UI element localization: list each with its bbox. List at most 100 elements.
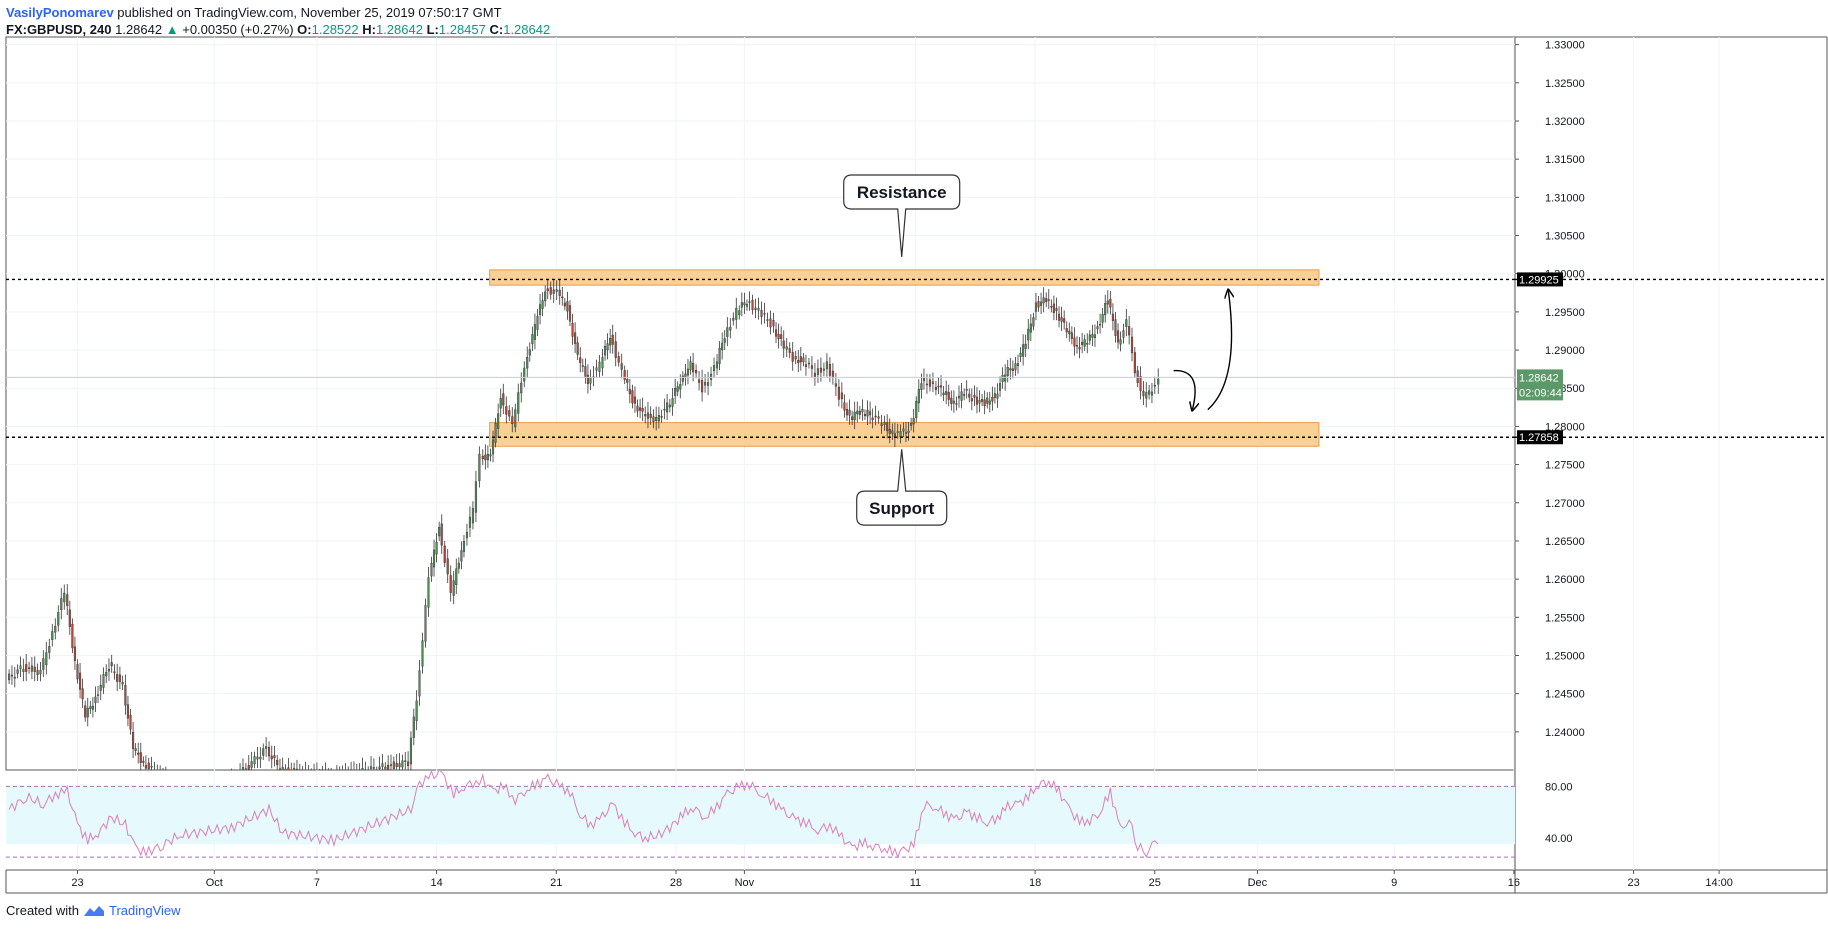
candle-body (626, 379, 629, 383)
candle-body (273, 755, 276, 759)
candle-body (427, 577, 430, 608)
candle-body (460, 550, 463, 562)
candle-body (293, 768, 296, 770)
candle-body (505, 406, 508, 415)
candle-body (1099, 323, 1102, 326)
candle-body (27, 667, 31, 669)
candle-body (1148, 390, 1151, 395)
candle-body (342, 774, 344, 779)
candle-body (424, 605, 427, 642)
candle-body (631, 390, 634, 404)
candle-body (581, 365, 584, 367)
price-tick-label: 1.26000 (1545, 574, 1585, 586)
candle-body (313, 772, 315, 773)
candle-body (124, 684, 127, 706)
current-price-badge (1517, 369, 1563, 401)
candle-body (1022, 344, 1025, 357)
candle-body (910, 423, 913, 426)
candle-body (819, 367, 822, 373)
candle-body (165, 777, 167, 781)
candle-body (533, 324, 536, 340)
candle-body (265, 746, 268, 749)
candle-body (1119, 339, 1122, 345)
candle-body (837, 386, 840, 400)
candle-body (1157, 378, 1160, 385)
candle-body (763, 313, 766, 315)
candle-body (701, 380, 704, 393)
candle-body (945, 391, 948, 395)
candle-body (468, 516, 471, 528)
candle-body (628, 388, 631, 395)
candle-body (1133, 352, 1136, 374)
candle-body (988, 400, 991, 405)
candle-body (828, 363, 831, 376)
candle-body (782, 340, 785, 349)
candle-body (660, 416, 663, 418)
candle-body (1153, 384, 1156, 387)
candle-body (947, 391, 950, 400)
candle-body (54, 626, 57, 633)
author-link[interactable]: VasilyPonomarev (6, 5, 114, 20)
candle-body (19, 665, 22, 669)
candle-body (899, 431, 902, 438)
candle-body (1040, 301, 1043, 306)
candle-body (907, 430, 910, 433)
candle-body (620, 363, 623, 370)
candle-body (880, 423, 883, 427)
candle-body (10, 674, 14, 677)
candle-body (732, 317, 735, 321)
candle-body (1130, 336, 1134, 354)
candle-body (686, 368, 690, 376)
candle-body (539, 304, 542, 315)
time-tick-label: 11 (910, 877, 921, 889)
candle-body (598, 361, 601, 372)
candle-body (617, 356, 620, 363)
price-chart[interactable]: 1.24000 1.24500 1.25000 1.25500 1.26000 1.265… (0, 0, 1828, 900)
candle-body (438, 527, 441, 537)
candle-body (139, 752, 142, 763)
low-value: 1.28457 (438, 22, 486, 37)
candle-body (66, 594, 69, 606)
candle-body (73, 646, 76, 661)
candle-body (107, 668, 111, 672)
candle-body (960, 391, 963, 401)
candle-body (1116, 330, 1120, 343)
candle-body (63, 592, 66, 603)
candle-body (281, 767, 284, 770)
candle-body (457, 562, 460, 569)
candle-body (42, 658, 45, 670)
candle-body (978, 400, 981, 404)
candle-body (601, 357, 604, 369)
candle-body (244, 768, 247, 770)
candle-body (579, 357, 582, 364)
candle-body (1101, 314, 1104, 323)
candle-body (874, 415, 877, 418)
candle-body (586, 374, 589, 385)
bar-countdown-label: 02:09:44 (1519, 387, 1562, 399)
candle-body (60, 598, 63, 611)
candle-body (861, 408, 864, 413)
candle-body (1150, 391, 1154, 396)
candle-body (1122, 330, 1125, 338)
candle-body (671, 398, 674, 407)
candle-body (915, 401, 918, 419)
candle-body (568, 305, 572, 322)
candle-body (452, 580, 455, 596)
candle-body (603, 346, 607, 356)
candle-body (649, 413, 652, 419)
candle-body (99, 685, 102, 691)
candle-body (679, 384, 682, 390)
candle-body (922, 377, 926, 382)
price-tick-label: 1.31500 (1545, 154, 1585, 166)
candle-body (1055, 308, 1058, 311)
candle-body (330, 774, 332, 781)
tradingview-brand-link[interactable]: TradingView (108, 903, 181, 918)
candle-body (39, 669, 42, 675)
candle-body (239, 774, 241, 775)
candle-body (794, 356, 797, 360)
candle-body (1006, 367, 1009, 376)
candle-body (777, 334, 780, 339)
open-value: 1.28522 (311, 22, 359, 37)
candle-body (267, 747, 271, 757)
candle-body (79, 672, 82, 690)
